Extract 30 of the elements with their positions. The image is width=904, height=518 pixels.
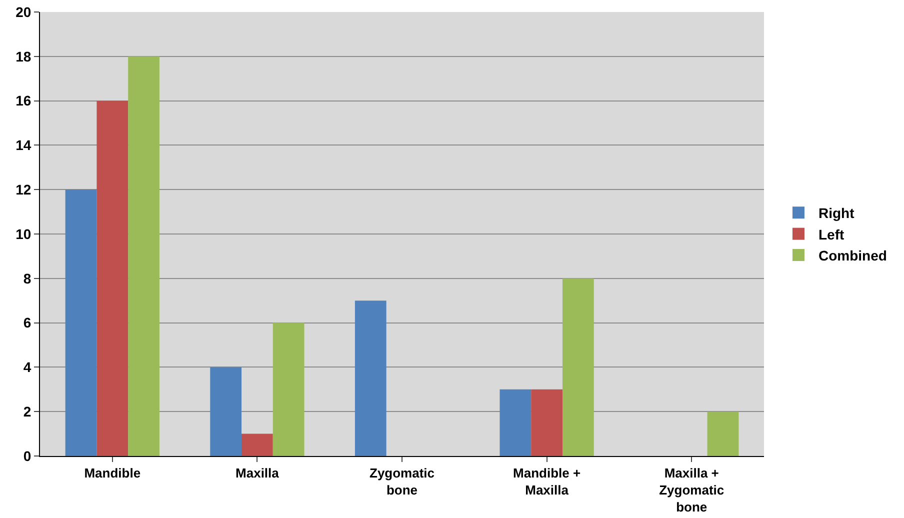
y-tick-label: 4	[23, 359, 32, 376]
y-tick-label: 14	[16, 137, 32, 154]
y-tick-label: 6	[23, 314, 32, 331]
legend-label: Right	[818, 205, 855, 222]
bar	[531, 389, 562, 456]
x-tick-label: Mandible	[84, 466, 141, 481]
bar	[242, 434, 273, 456]
y-tick-label: 18	[16, 48, 32, 64]
y-tick-label: 12	[16, 182, 32, 198]
y-tick-label: 10	[16, 226, 32, 242]
bar	[562, 278, 594, 456]
bar	[354, 300, 386, 456]
bar	[707, 412, 739, 456]
y-tick-label: 0	[23, 448, 32, 464]
legend-label: Combined	[818, 247, 887, 264]
x-tick-label: Mandible + Maxilla	[513, 466, 581, 498]
bar	[65, 190, 97, 456]
bar	[500, 389, 532, 456]
x-tick-label: Zygomatic bone	[369, 466, 435, 498]
bar	[96, 100, 128, 456]
bar	[128, 56, 160, 456]
legend-label: Left	[818, 226, 844, 242]
bar	[210, 367, 242, 456]
y-tick-label: 2	[23, 404, 32, 420]
y-tick-label: 8	[23, 270, 32, 286]
y-tick-label: 20	[16, 4, 32, 20]
x-tick-label: Maxilla	[236, 466, 280, 481]
y-tick-label: 16	[16, 92, 32, 109]
bar	[272, 322, 304, 456]
x-tick-label: Maxilla + Zygomatic bone	[659, 466, 724, 514]
